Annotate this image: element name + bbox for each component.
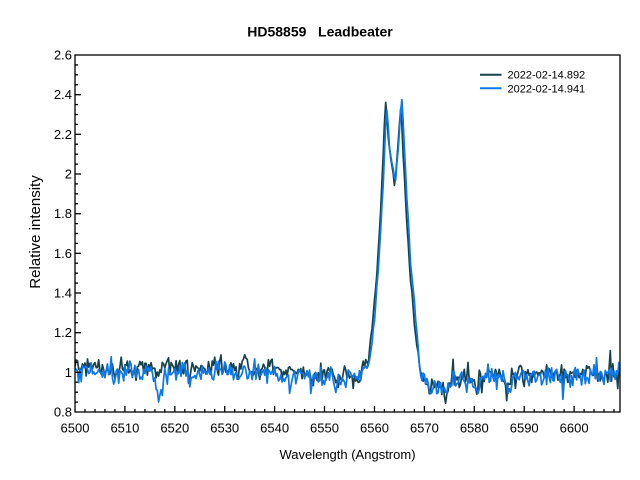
svg-text:6600: 6600	[560, 421, 589, 436]
svg-text:6520: 6520	[160, 421, 189, 436]
svg-text:6560: 6560	[360, 421, 389, 436]
svg-text:2.2: 2.2	[54, 127, 72, 142]
svg-text:6570: 6570	[410, 421, 439, 436]
svg-text:6550: 6550	[310, 421, 339, 436]
svg-text:2.6: 2.6	[54, 48, 72, 63]
svg-text:Wavelength (Angstrom): Wavelength (Angstrom)	[279, 447, 415, 462]
svg-text:6590: 6590	[510, 421, 539, 436]
svg-text:1.6: 1.6	[54, 246, 72, 261]
svg-text:6530: 6530	[210, 421, 239, 436]
svg-text:1: 1	[65, 365, 72, 380]
svg-text:1.4: 1.4	[54, 286, 72, 301]
svg-text:1.2: 1.2	[54, 325, 72, 340]
svg-text:HD58859 Leadbeater: HD58859 Leadbeater	[247, 24, 393, 40]
svg-text:2.4: 2.4	[54, 87, 72, 102]
svg-text:2022-02-14.892: 2022-02-14.892	[508, 70, 586, 82]
svg-text:Relative intensity: Relative intensity	[27, 175, 44, 289]
svg-text:2022-02-14.941: 2022-02-14.941	[508, 83, 586, 95]
svg-text:0.8: 0.8	[54, 405, 72, 420]
svg-text:2: 2	[65, 167, 72, 182]
svg-text:6510: 6510	[110, 421, 139, 436]
svg-text:6540: 6540	[260, 421, 289, 436]
svg-text:6500: 6500	[61, 421, 90, 436]
svg-text:6580: 6580	[460, 421, 489, 436]
svg-text:1.8: 1.8	[54, 206, 72, 221]
